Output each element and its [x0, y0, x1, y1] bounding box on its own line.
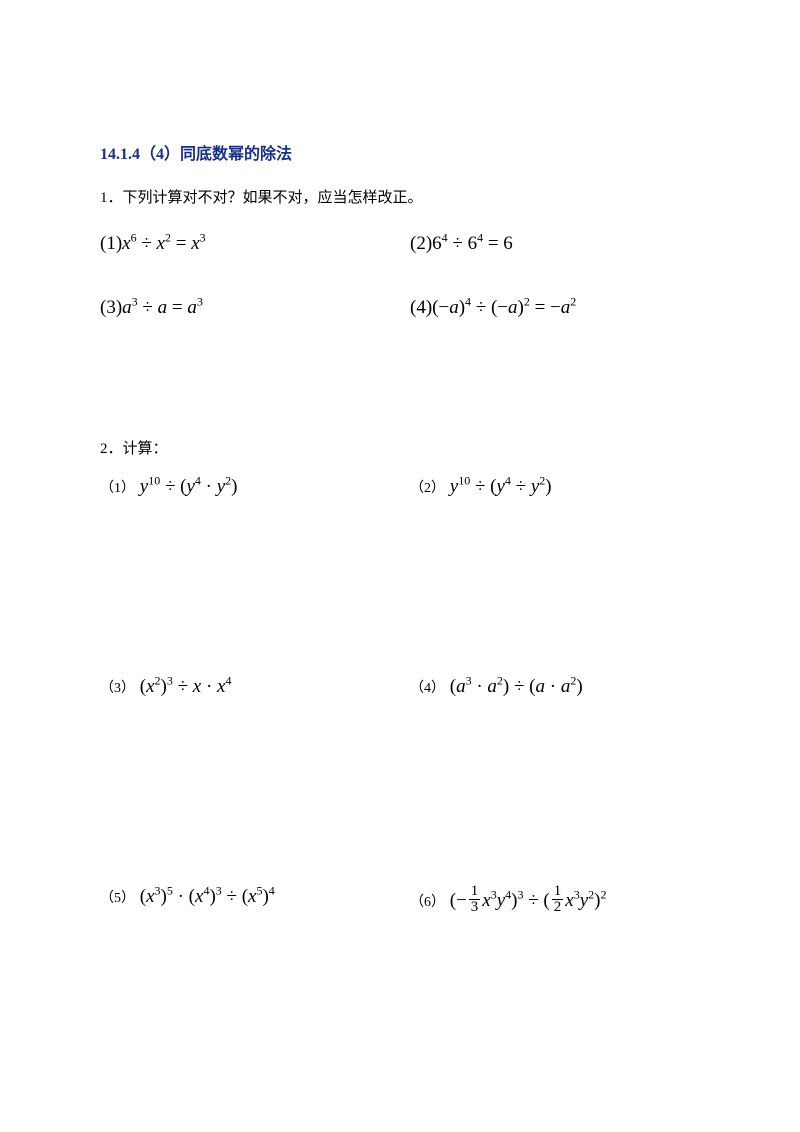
- problem-2-4: （4） (a3 · a2) ÷ (a · a2): [410, 676, 700, 698]
- question-1-text: 1．下列计算对不对？如果不对，应当怎样改正。: [100, 186, 700, 207]
- expr: (−13x3y4)3 ÷ (12x3y2)2: [450, 890, 607, 911]
- problem-2-5: （5） (x3)5 · (x4)3 ÷ (x5)4: [100, 886, 410, 917]
- problem-1-3: (3)a3 ÷ a = a3: [100, 297, 410, 319]
- problem-2-1: （1） y10 ÷ (y4 · y2): [100, 476, 410, 498]
- expr: (a3 · a2) ÷ (a · a2): [450, 676, 583, 697]
- problem-number: （4）: [410, 681, 445, 696]
- problem-number: （5）: [100, 891, 135, 906]
- problem-2-6: （6） (−13x3y4)3 ÷ (12x3y2)2: [410, 886, 700, 917]
- expr: 64 ÷ 64 = 6: [432, 233, 513, 254]
- problem-number: (2): [410, 233, 432, 254]
- expr: y10 ÷ (y4 · y2): [140, 476, 238, 497]
- expr: x6 ÷ x2 = x3: [122, 233, 205, 254]
- problem-2-3: （3） (x2)3 ÷ x · x4: [100, 676, 410, 698]
- expr: a3 ÷ a = a3: [122, 297, 203, 318]
- problem-row: （5） (x3)5 · (x4)3 ÷ (x5)4 （6） (−13x3y4)3…: [100, 886, 700, 917]
- problem-2-2: （2） y10 ÷ (y4 ÷ y2): [410, 476, 700, 498]
- expr: y10 ÷ (y4 ÷ y2): [450, 476, 552, 497]
- expr: (−a)4 ÷ (−a)2 = −a2: [432, 297, 576, 318]
- expr: (x3)5 · (x4)3 ÷ (x5)4: [140, 886, 275, 907]
- problem-row: （1） y10 ÷ (y4 · y2) （2） y10 ÷ (y4 ÷ y2): [100, 476, 700, 498]
- section-title: 14.1.4（4）同底数幂的除法: [100, 140, 700, 164]
- expr: (x2)3 ÷ x · x4: [140, 676, 232, 697]
- problem-number: （1）: [100, 481, 135, 496]
- fraction-den: 3: [469, 900, 481, 915]
- fraction-den: 2: [552, 900, 564, 915]
- problem-row: (3)a3 ÷ a = a3 (4)(−a)4 ÷ (−a)2 = −a2: [100, 297, 700, 319]
- fraction-num: 1: [469, 884, 481, 900]
- problem-number: (1): [100, 233, 122, 254]
- problem-number: (4): [410, 297, 432, 318]
- problem-row: （3） (x2)3 ÷ x · x4 （4） (a3 · a2) ÷ (a · …: [100, 676, 700, 698]
- problem-number: （2）: [410, 481, 445, 496]
- problem-number: （3）: [100, 681, 135, 696]
- problem-row: (1)x6 ÷ x2 = x3 (2)64 ÷ 64 = 6: [100, 233, 700, 255]
- problem-1-1: (1)x6 ÷ x2 = x3: [100, 233, 410, 255]
- question-2-text: 2．计算：: [100, 437, 700, 458]
- problem-number: (3): [100, 297, 122, 318]
- problem-number: （6）: [410, 895, 445, 910]
- problem-1-2: (2)64 ÷ 64 = 6: [410, 233, 700, 255]
- problem-1-4: (4)(−a)4 ÷ (−a)2 = −a2: [410, 297, 700, 319]
- fraction-num: 1: [552, 884, 564, 900]
